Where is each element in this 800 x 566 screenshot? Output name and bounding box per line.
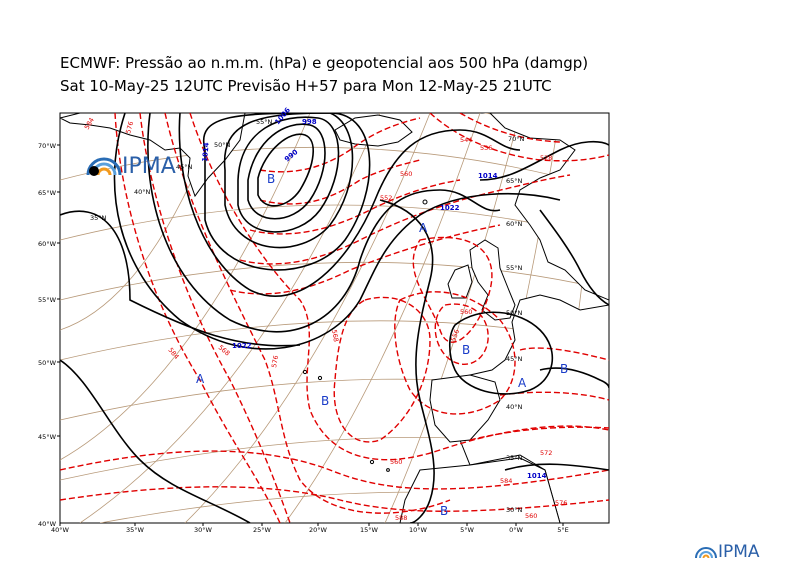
geopotential-label: 576 [270,355,280,369]
high-pressure-center: A [419,221,428,235]
low-pressure-center: B [560,362,568,376]
graticule-label: 30°N [506,506,523,514]
graticule-label: 40°N [506,403,523,411]
geopotential-label: 556 [449,328,461,342]
x-tick-label: 15°W [360,526,379,534]
geopotential-label: 576 [124,120,135,134]
graticule-label: 55°N [506,264,523,272]
graticule-label: 40°N [134,188,151,196]
graticule-label: 45°N [176,163,193,171]
map-title-line2: Sat 10-May-25 12UTC Previsão H+57 para M… [60,77,552,95]
geopotential-label: 536 [480,144,492,152]
graticule-label: 35°N [90,214,107,222]
logo-text: IPMA [718,542,760,562]
graticule-label: 65°N [506,177,523,185]
graticule-label: 55°N [256,118,273,126]
y-tick-label: 70°W [38,142,57,150]
graticule-label: 70°N [508,135,525,143]
isobar-label: 1014 [201,142,211,162]
isobar-contours [60,113,609,523]
graticule-label: 50°N [214,141,231,149]
x-tick-label: 30°W [194,526,213,534]
geopotential-label: 552 [380,194,392,202]
low-pressure-center: B [462,343,470,357]
ipma-logo-footer: IPMA [695,542,760,562]
high-pressure-center: A [518,376,527,390]
x-tick-label: 20°W [309,526,328,534]
geopotential-label: 572 [540,449,552,457]
graticule-label: 35°N [506,454,523,462]
ipma-logo: IPMA [86,154,176,179]
y-tick-label: 55°W [38,296,57,304]
graticule-label: 50°N [506,309,523,317]
x-tick-label: 10°W [409,526,428,534]
isobar-label: 1022 [440,204,460,212]
high-pressure-center: A [196,372,205,386]
y-tick-label: 50°W [38,359,57,367]
geopotential-label: 584 [500,477,512,485]
geopotential-label: 560 [390,458,402,466]
geopotential-label: 528 [540,154,552,162]
low-pressure-center: B [321,394,329,408]
geopotential-label: 544 [460,136,472,144]
graticule-label: 60°N [506,220,523,228]
isobar-label: 998 [302,118,317,126]
isobar-label: 1022 [232,342,252,350]
y-tick-label: 60°W [38,240,57,248]
y-tick-label: 65°W [38,189,57,197]
geopotential-label: 560 [525,512,537,520]
isobar-label: 1014 [478,172,498,180]
y-tick-label: 45°W [38,433,57,441]
geopotential-label: 568 [330,329,340,343]
geopotential-label: 576 [555,499,567,507]
x-tick-label: 40°W [51,526,70,534]
geopotential-label: 560 [400,170,412,178]
x-tick-label: 25°W [253,526,272,534]
x-tick-label: 0°W [509,526,523,534]
logo-text: IPMA [122,154,176,179]
x-tick-label: 5°E [557,526,569,534]
x-tick-label: 35°W [126,526,145,534]
graticule-label: 45°N [506,355,523,363]
geopotential-label: 588 [395,514,407,522]
geopotential-label: 560 [460,308,472,316]
isobar-label: 1014 [527,472,547,480]
y-tick-label: 40°W [38,520,57,528]
x-tick-label: 5°W [460,526,474,534]
low-pressure-center: B [267,172,275,186]
low-pressure-center: B [440,504,448,518]
map-title-line1: ECMWF: Pressão ao n.m.m. (hPa) e geopote… [60,54,589,72]
